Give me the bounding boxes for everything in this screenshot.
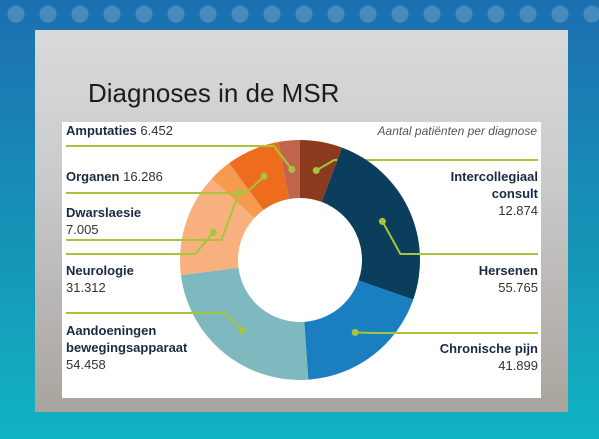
category-name: Intercollegiaal consult [451,169,538,201]
leader-dot [379,218,386,225]
category-label: Organen 16.286 [66,168,206,185]
value-label: 31.312 [66,280,106,295]
category-label: Intercollegiaal consult 12.874 [418,168,538,219]
category-label: Amputaties 6.452 [66,122,206,139]
category-label: Aandoeningen bewegingsapparaat 54.458 [66,322,216,373]
value-label: 54.458 [66,357,106,372]
value-label: 41.899 [498,358,538,373]
category-name: Dwarslaesie [66,205,141,220]
category-label: Dwarslaesie 7.005 [66,204,186,238]
category-name: Neurologie [66,263,134,278]
category-label: Chronische pijn 41.899 [418,340,538,374]
category-name: Amputaties [66,123,137,138]
leader-dot [261,173,268,180]
leader-dot [352,329,359,336]
category-name: Hersenen [479,263,538,278]
leader-line [355,332,538,333]
donut-segment [322,148,420,300]
slide: Diagnoses in de MSR Aantal patiënten per… [0,0,599,439]
value-label: 7.005 [66,222,99,237]
value-label: 12.874 [498,203,538,218]
category-name: Aandoeningen bewegingsapparaat [66,323,187,355]
donut-segment [304,281,413,380]
category-name: Chronische pijn [440,341,538,356]
category-label: Neurologie 31.312 [66,262,186,296]
leader-dot [288,166,295,173]
leader-dot [239,327,246,334]
category-label: Hersenen 55.765 [418,262,538,296]
leader-dot [313,167,320,174]
value-label: 6.452 [140,123,173,138]
value-label: 16.286 [123,169,163,184]
category-name: Organen [66,169,119,184]
leader-dot [210,229,217,236]
value-label: 55.765 [498,280,538,295]
